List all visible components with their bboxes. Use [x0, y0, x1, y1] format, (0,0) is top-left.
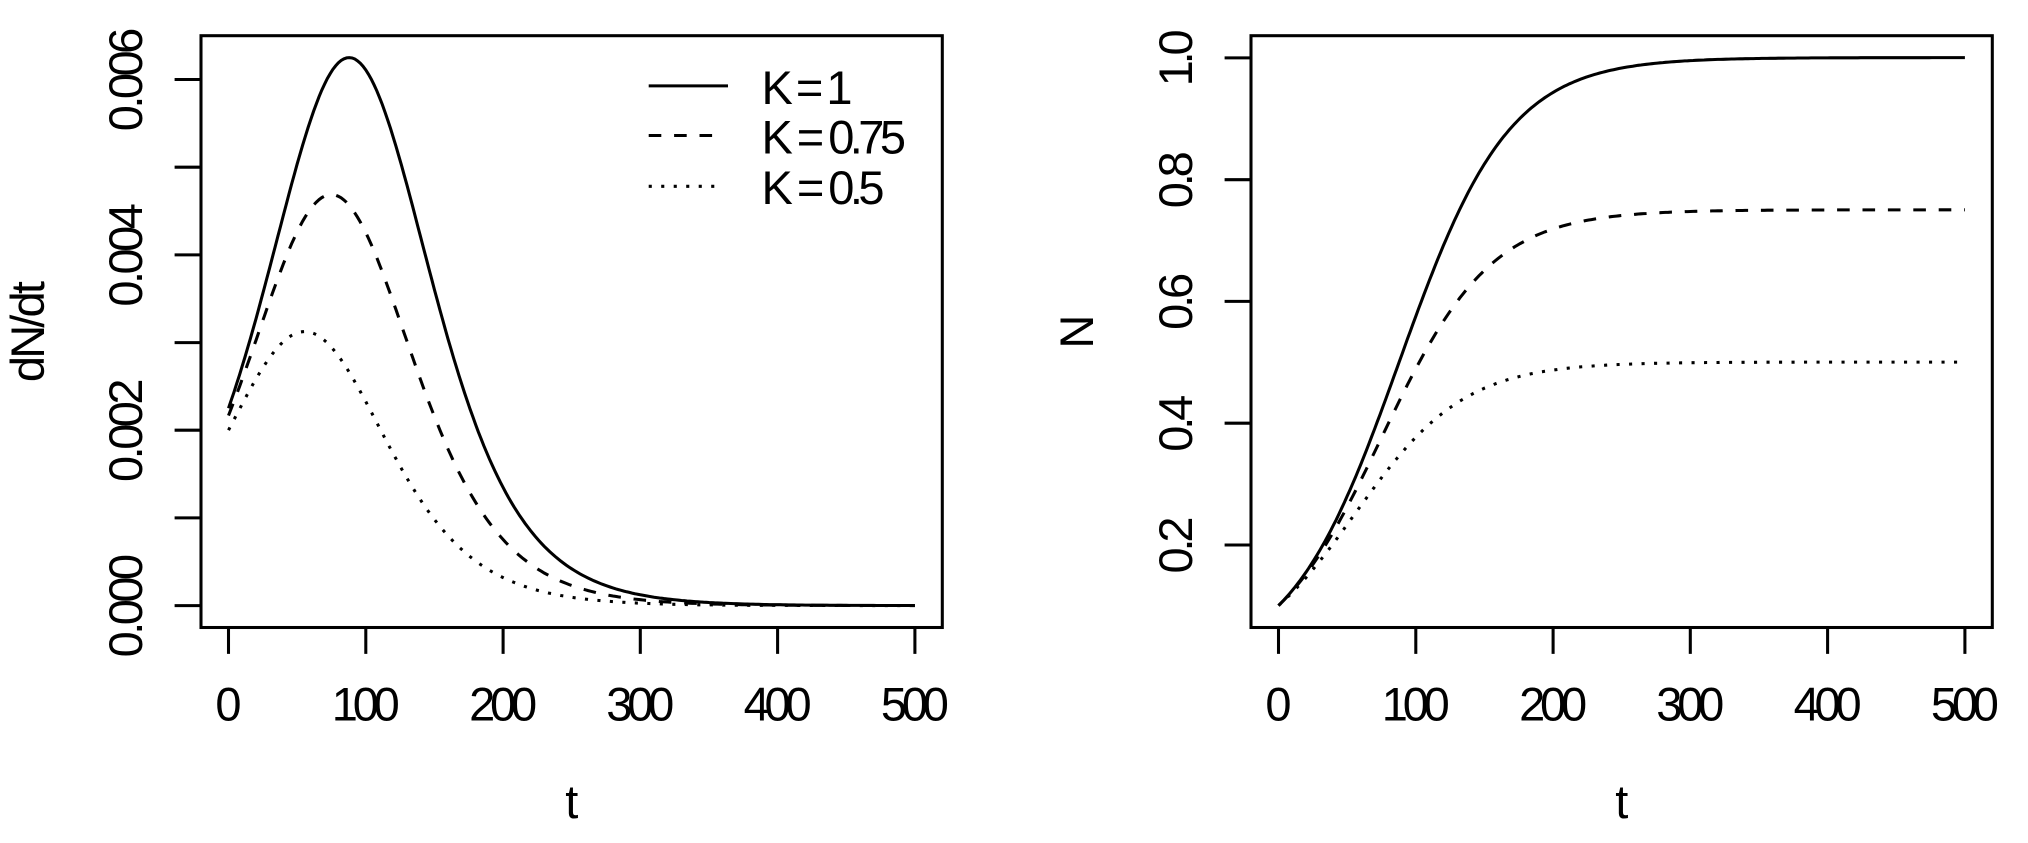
svg-text:K = 0.5: K = 0.5 [762, 161, 885, 214]
svg-text:200: 200 [469, 677, 537, 730]
svg-text:0.000: 0.000 [99, 554, 152, 658]
svg-text:0.006: 0.006 [99, 28, 152, 132]
svg-text:1.0: 1.0 [1149, 29, 1202, 86]
svg-text:0: 0 [215, 677, 241, 730]
svg-text:K = 0.75: K = 0.75 [762, 110, 907, 163]
svg-text:0.6: 0.6 [1149, 273, 1202, 330]
svg-text:0.2: 0.2 [1149, 517, 1202, 574]
svg-text:t: t [565, 775, 578, 828]
svg-text:N: N [1050, 315, 1103, 349]
svg-text:t: t [1615, 775, 1628, 828]
svg-text:300: 300 [606, 677, 674, 730]
svg-text:100: 100 [1382, 677, 1450, 730]
svg-text:100: 100 [332, 677, 400, 730]
svg-text:300: 300 [1656, 677, 1724, 730]
svg-text:0.4: 0.4 [1149, 395, 1202, 452]
svg-text:500: 500 [1931, 677, 1999, 730]
svg-text:400: 400 [1794, 677, 1862, 730]
svg-text:dN/dt: dN/dt [1, 281, 54, 382]
svg-text:0.004: 0.004 [99, 203, 152, 307]
svg-text:500: 500 [881, 677, 949, 730]
svg-text:200: 200 [1519, 677, 1587, 730]
svg-text:400: 400 [744, 677, 812, 730]
svg-text:K = 1: K = 1 [762, 61, 853, 114]
svg-text:0.8: 0.8 [1149, 151, 1202, 208]
svg-text:0: 0 [1265, 677, 1291, 730]
svg-text:0.002: 0.002 [99, 378, 152, 482]
